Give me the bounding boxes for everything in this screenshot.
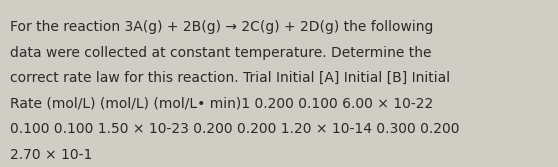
Text: For the reaction 3A(g) + 2B(g) → 2C(g) + 2D(g) the following: For the reaction 3A(g) + 2B(g) → 2C(g) +…: [10, 20, 434, 34]
Text: correct rate law for this reaction. Trial Initial [A] Initial [B] Initial: correct rate law for this reaction. Tria…: [10, 71, 450, 85]
Text: Rate (mol/L) (mol/L) (mol/L• min)1 0.200 0.100 6.00 × 10-22: Rate (mol/L) (mol/L) (mol/L• min)1 0.200…: [10, 97, 434, 111]
Text: 0.100 0.100 1.50 × 10-23 0.200 0.200 1.20 × 10-14 0.300 0.200: 0.100 0.100 1.50 × 10-23 0.200 0.200 1.2…: [10, 122, 460, 136]
Text: data were collected at constant temperature. Determine the: data were collected at constant temperat…: [10, 46, 431, 60]
Text: 2.70 × 10-1: 2.70 × 10-1: [10, 148, 93, 162]
